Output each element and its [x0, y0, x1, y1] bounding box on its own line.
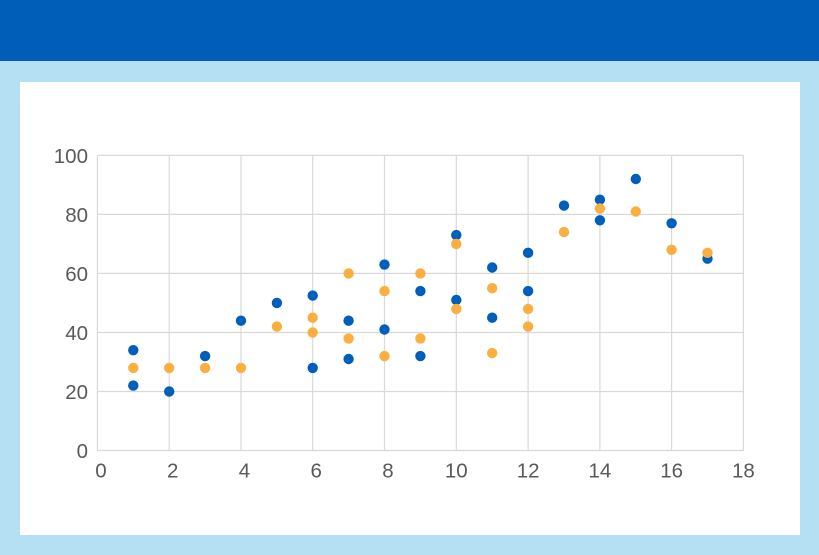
svg-text:80: 80 [65, 204, 88, 227]
svg-text:10: 10 [445, 459, 468, 482]
svg-text:0: 0 [95, 459, 106, 482]
svg-text:14: 14 [588, 459, 611, 482]
svg-text:100: 100 [54, 145, 88, 168]
svg-text:0: 0 [77, 440, 88, 463]
svg-text:6: 6 [310, 459, 321, 482]
svg-text:16: 16 [660, 459, 683, 482]
svg-text:20: 20 [65, 381, 88, 404]
svg-text:40: 40 [65, 322, 88, 345]
svg-text:60: 60 [65, 263, 88, 286]
svg-text:18: 18 [732, 459, 755, 482]
svg-text:2: 2 [167, 459, 178, 482]
svg-text:12: 12 [517, 459, 540, 482]
svg-text:8: 8 [382, 459, 393, 482]
svg-text:4: 4 [239, 459, 250, 482]
